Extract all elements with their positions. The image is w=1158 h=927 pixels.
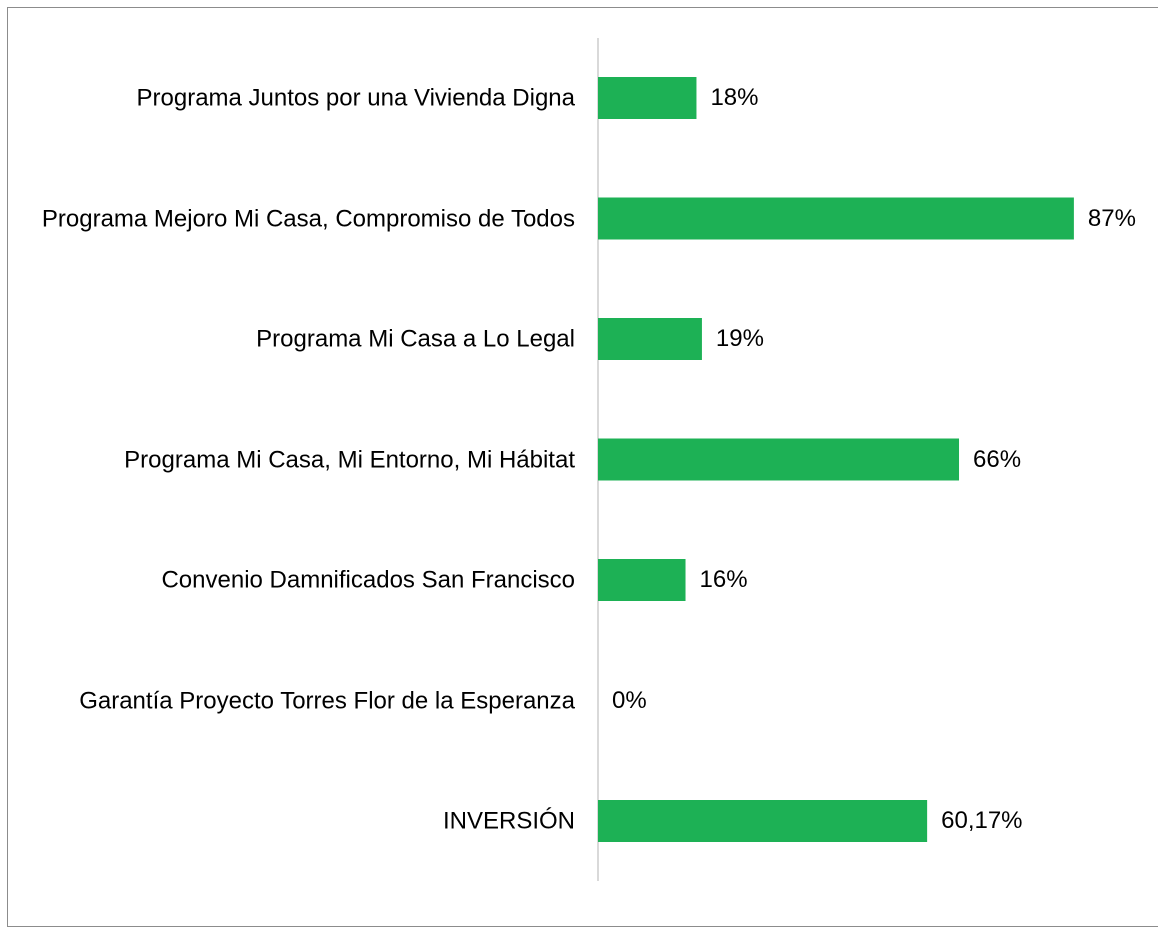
value-label: 19% bbox=[715, 325, 764, 352]
value-label: 18% bbox=[710, 84, 759, 111]
category-label: INVERSIÓN bbox=[442, 807, 575, 835]
bar bbox=[598, 438, 960, 481]
category-label: Programa Juntos por una Vivienda Digna bbox=[136, 84, 576, 112]
category-label: Programa Mi Casa a Lo Legal bbox=[256, 325, 575, 353]
bar bbox=[598, 559, 686, 601]
category-label: Programa Mi Casa, Mi Entorno, Mi Hábitat bbox=[124, 446, 575, 473]
value-label: 0% bbox=[612, 686, 647, 714]
category-label: Convenio Damnificados San Francisco bbox=[161, 566, 575, 594]
category-label: Programa Mejoro Mi Casa, Compromiso de T… bbox=[41, 205, 575, 232]
bar bbox=[598, 197, 1074, 240]
value-label: 60,17% bbox=[941, 807, 1023, 834]
value-label: 66% bbox=[973, 445, 1022, 473]
category-label: Garantía Proyecto Torres Flor de la Espe… bbox=[79, 687, 575, 714]
value-label: 16% bbox=[699, 566, 748, 593]
bar bbox=[598, 77, 697, 119]
bar bbox=[598, 800, 928, 842]
value-label: 87% bbox=[1087, 204, 1136, 232]
bar bbox=[598, 318, 702, 360]
page: (() => { const data = JSON.parse(documen… bbox=[7, 7, 1158, 927]
chart bbox=[597, 38, 1074, 881]
